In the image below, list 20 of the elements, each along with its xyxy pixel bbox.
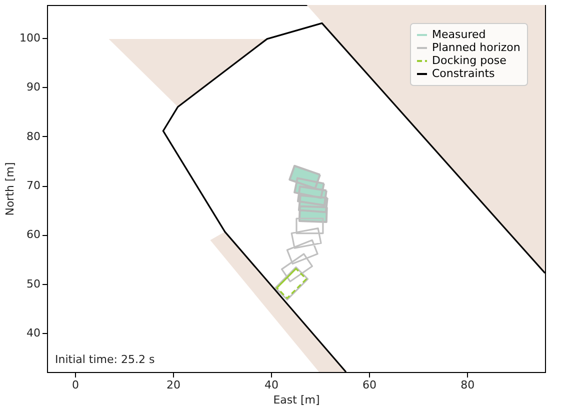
y-axis-title: North [m] — [4, 162, 17, 216]
x-tick-label: 20 — [166, 378, 180, 392]
legend-label: Constraints — [432, 67, 496, 80]
y-tick-label: 80 — [26, 130, 40, 143]
legend-label: Docking pose — [432, 54, 507, 67]
x-tick-label: 0 — [72, 378, 79, 392]
x-tick-label: 80 — [460, 378, 475, 392]
y-tick-label: 60 — [26, 228, 40, 242]
legend-label: Planned horizon — [432, 41, 520, 54]
y-tick-label: 90 — [26, 80, 40, 94]
annotation: Initial time: 25.2 s — [55, 353, 155, 366]
legend-label: Measured — [432, 28, 486, 41]
x-tick-label: 60 — [362, 378, 377, 392]
line-series — [276, 268, 308, 300]
x-tick-label: 40 — [264, 378, 278, 392]
y-tick-label: 70 — [26, 179, 40, 192]
y-tick-label: 50 — [26, 277, 40, 290]
y-tick-label: 100 — [20, 31, 40, 44]
x-axis-title: East [m] — [273, 394, 320, 406]
y-tick-label: 40 — [26, 326, 40, 340]
